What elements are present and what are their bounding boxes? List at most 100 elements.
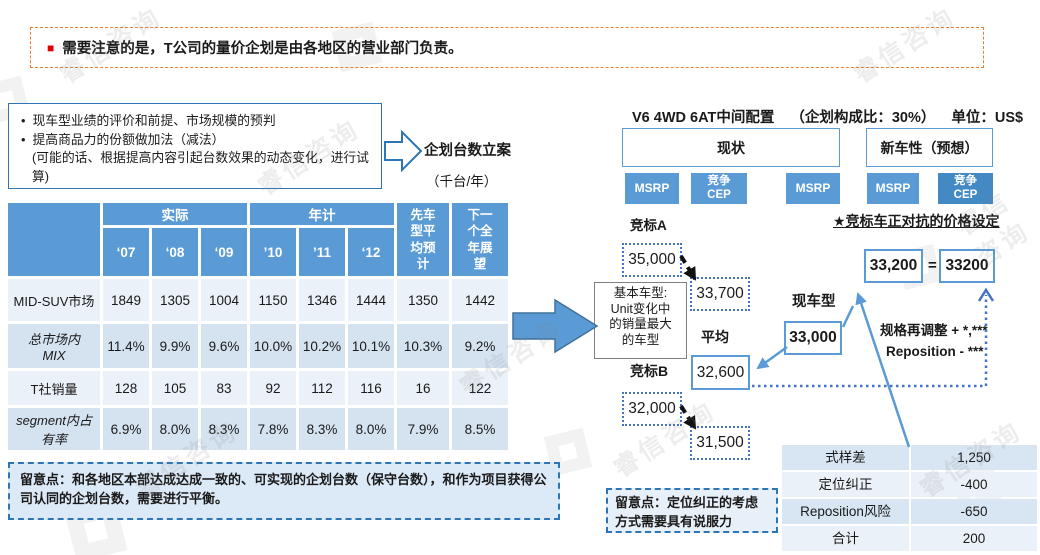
new-price-box: 33,200 [864, 249, 923, 283]
dashed-arrow-a-icon [679, 254, 697, 281]
msrp-chip: MSRP [867, 173, 919, 204]
spec-adjust-line: 规格再调整 + *,*** [880, 323, 988, 338]
cell: 1346 [299, 279, 345, 321]
cell: 7.8% [250, 408, 296, 450]
msrp-chip: MSRP [786, 173, 840, 204]
config-title: V6 4WD 6AT中间配置 （企划构成比：30%） 单位：US$ [632, 106, 1023, 127]
current-state-header: 现状 [622, 128, 840, 167]
config-title-main: V6 4WD 6AT中间配置 [632, 110, 775, 126]
cell: 11.4% [103, 324, 149, 368]
note-pricing: 留意点：定位纠正的考虑方式需要具有说服力 [606, 488, 778, 533]
cell: 1150 [250, 279, 296, 321]
row-label: 定位纠正 [782, 472, 909, 497]
year-header: ’11 [299, 228, 345, 276]
block-arrow-right-icon [384, 129, 423, 173]
arrow-current-to-newprice-icon [841, 305, 855, 328]
table-row: MID-SUV市场 1849 1305 1004 1150 1346 1444 … [8, 279, 508, 321]
competitor-cep-chip: 竞争 CEP [938, 173, 993, 204]
cell: 9.2% [452, 324, 508, 368]
current-model-label: 现车型 [792, 294, 836, 310]
year-header: ‘12 [348, 228, 394, 276]
row-label: MID-SUV市场 [8, 279, 100, 321]
cell: 6.9% [103, 408, 149, 450]
arrow-table-to-newprice-icon [855, 292, 911, 448]
year-header: ‘09 [201, 228, 247, 276]
year-header: ‘08 [152, 228, 198, 276]
row-label: 式样差 [782, 445, 909, 470]
cell: 8.0% [348, 408, 394, 450]
bidder-b-msrp-box: 32,000 [622, 392, 682, 426]
cell: 10.2% [299, 324, 345, 368]
bullet-item: 现车型业绩的评价和前提、市场规模的预判 [17, 112, 371, 131]
dashed-arrow-b-icon [679, 404, 697, 430]
average-label: 平均 [701, 329, 729, 345]
config-title-ratio: （企划构成比：30%） [790, 110, 936, 126]
group-header-annual: 年计 [250, 203, 394, 225]
cell: 116 [348, 371, 394, 405]
cell: 1444 [348, 279, 394, 321]
dotted-arrowhead-up-icon [977, 287, 995, 302]
bullet-item: 提高商品力的份额做加法（减法） [17, 131, 371, 150]
bidder-a-label: 竞标A [630, 218, 667, 233]
new-price-plain-box: 33200 [939, 249, 995, 283]
big-arrow-right-icon [512, 298, 599, 354]
msrp-chip: MSRP [625, 173, 679, 204]
row-label: 总市场内 MIX [8, 324, 100, 368]
cell: 1305 [152, 279, 198, 321]
row-value: -650 [911, 499, 1037, 524]
config-title-unit: 单位：US$ [951, 110, 1024, 126]
base-model-note-box: 基本车型: Unit变化中 的销量最大 的车型 [594, 282, 687, 359]
cell: 8.5% [452, 408, 508, 450]
cell: 122 [452, 371, 508, 405]
row-label: T社销量 [8, 371, 100, 405]
price-breakdown-table: 式样差 1,250 定位纠正 -400 Reposition风险 -650 合计… [782, 445, 1037, 551]
equals-sign: = [928, 257, 937, 274]
table-row: 总市场内 MIX 11.4% 9.9% 9.6% 10.0% 10.2% 10.… [8, 324, 508, 368]
notice-banner: ■ 需要注意的是，T公司的量价企划是由各地区的营业部门负责。 [30, 27, 984, 68]
plan-volume-title: 企划台数立案 [424, 143, 511, 159]
cell: 10.3% [397, 324, 449, 368]
cell: 8.0% [152, 408, 198, 450]
cell: 9.6% [201, 324, 247, 368]
bidder-b-label: 竞标B [630, 363, 669, 379]
cell: 16 [397, 371, 449, 405]
current-model-price-box: 33,000 [784, 321, 842, 355]
volume-table: 实际 年计 先车型平均预计 下一个全年展望 ‘07 ‘08 ‘09 ’10 ’1… [5, 200, 511, 453]
cell: 112 [299, 371, 345, 405]
bidder-b-cep-box: 31,500 [690, 426, 750, 460]
cell: 1849 [103, 279, 149, 321]
col-header-prev-model: 先车型平均预计 [397, 203, 449, 276]
bullet-continuation: (可能的话、根据提高内容引起台数效果的动态变化，进行试算) [32, 150, 369, 184]
cell: 10.1% [348, 324, 394, 368]
cell: 8.3% [201, 408, 247, 450]
cell: 1350 [397, 279, 449, 321]
year-header: ‘07 [103, 228, 149, 276]
average-price-box: 32,600 [691, 355, 750, 390]
row-value: 200 [911, 526, 1037, 551]
cell: 1442 [452, 279, 508, 321]
plan-volume-unit: （千台/年） [426, 174, 498, 189]
cell: 105 [152, 371, 198, 405]
arrow-current-to-average-icon [756, 345, 788, 370]
cell: 128 [103, 371, 149, 405]
cell: 9.9% [152, 324, 198, 368]
bidder-a-msrp-box: 35,000 [622, 243, 682, 277]
row-value: -400 [911, 472, 1037, 497]
group-header-actual: 实际 [103, 203, 247, 225]
cell: 92 [250, 371, 296, 405]
reposition-line: Reposition - *** [886, 344, 984, 359]
table-row: T社销量 128 105 83 92 112 116 16 122 [8, 371, 508, 405]
table-row: segment内占有率 6.9% 8.0% 8.3% 7.8% 8.3% 8.0… [8, 408, 508, 450]
price-setting-note: ★竞标车正对抗的价格设定 [833, 213, 1000, 229]
banner-text: 需要注意的是，T公司的量价企划是由各地区的营业部门负责。 [62, 41, 463, 57]
bullet-square-icon: ■ [47, 40, 55, 55]
cell: 10.0% [250, 324, 296, 368]
premise-box: 现车型业绩的评价和前提、市场规模的预判 提高商品力的份额做加法（减法） (可能的… [8, 103, 382, 189]
year-header: ’10 [250, 228, 296, 276]
note-volume: 留意点：和各地区本部达成达成一致的、可实现的企划台数（保守台数），和作为项目获得… [8, 462, 560, 520]
cell: 1004 [201, 279, 247, 321]
row-label: 合计 [782, 526, 909, 551]
row-label: segment内占有率 [8, 408, 100, 450]
col-header-next-year: 下一个全年展望 [452, 203, 508, 276]
